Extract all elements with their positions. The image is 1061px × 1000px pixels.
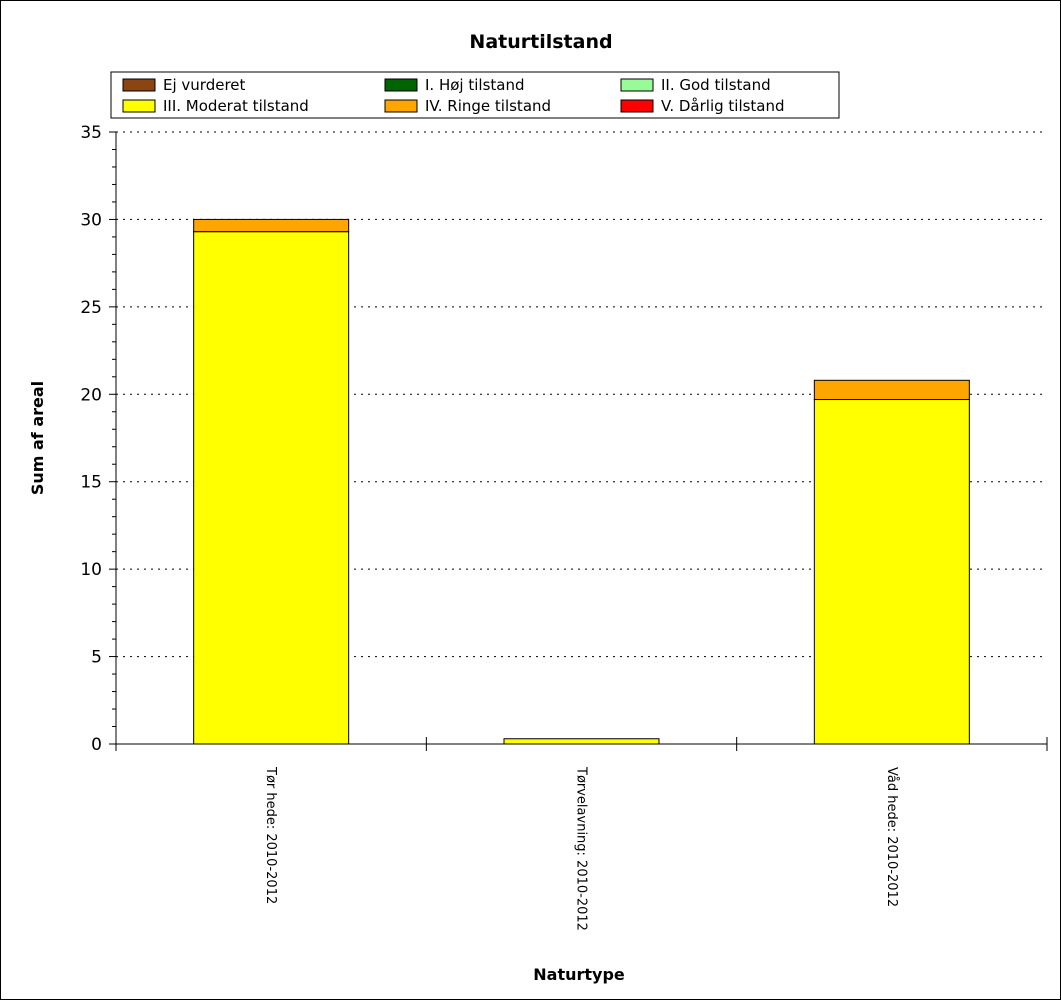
legend-label-1: I. Høj tilstand <box>425 76 525 94</box>
legend-swatch-1 <box>384 78 418 92</box>
legend-label-2: II. God tilstand <box>661 76 771 94</box>
y-tick-label-10: 10 <box>80 560 102 580</box>
bar-0-series-4 <box>193 218 350 233</box>
y-tick-label-20: 20 <box>80 385 102 405</box>
legend-label-3: III. Moderat tilstand <box>163 97 309 115</box>
bar-1-series-3 <box>503 738 660 745</box>
axes: 0 5 10 15 20 25 30 35 Tør hede: 2010-2012 Tørvela… <box>80 123 1048 931</box>
bar-2-series-4 <box>813 379 970 401</box>
legend-swatch-5 <box>620 99 654 113</box>
x-tick-label-2: Våd hede: 2010-2012 <box>884 767 899 907</box>
legend-swatch-3 <box>122 99 156 113</box>
y-axis-title: Sum af areal <box>28 381 47 495</box>
y-tick-label-5: 5 <box>91 648 102 668</box>
legend-swatch-0 <box>122 78 156 92</box>
x-axis-title: Naturtype <box>533 965 625 984</box>
legend-label-4: IV. Ringe tilstand <box>425 97 551 115</box>
y-tick-label-0: 0 <box>91 735 102 755</box>
bar-2-series-3 <box>813 399 970 745</box>
y-tick-label-15: 15 <box>80 473 102 493</box>
x-tick-label-1: Tørvelavning: 2010-2012 <box>574 766 589 931</box>
y-tick-label-30: 30 <box>80 210 102 230</box>
legend-swatch-4 <box>384 99 418 113</box>
bars <box>193 218 970 745</box>
bar-0-series-3 <box>193 231 350 745</box>
legend-box <box>110 71 840 119</box>
y-tick-label-25: 25 <box>80 298 102 318</box>
legend-label-0: Ej vurderet <box>163 76 246 94</box>
legend-label-5: V. Dårlig tilstand <box>661 97 785 115</box>
legend: Ej vurderet I. Høj tilstand II. God tilsta… <box>110 71 840 119</box>
y-tick-label-35: 35 <box>80 123 102 143</box>
chart-title: Naturtilstand <box>469 31 612 53</box>
x-tick-label-0: Tør hede: 2010-2012 <box>263 766 278 904</box>
legend-swatch-2 <box>620 78 654 92</box>
